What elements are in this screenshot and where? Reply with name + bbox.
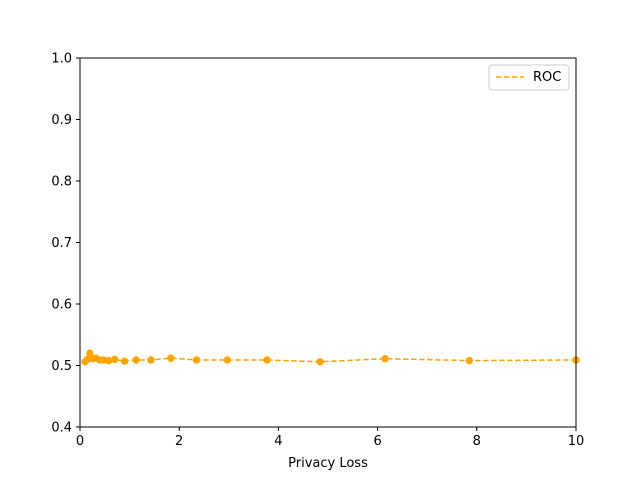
x-tick-label: 2 xyxy=(175,434,183,449)
data-point xyxy=(192,356,201,364)
data-point xyxy=(381,355,389,363)
y-tick-label: 0.7 xyxy=(51,236,72,251)
data-point xyxy=(167,354,175,362)
data-point xyxy=(111,355,119,364)
x-axis-label: Privacy Loss xyxy=(288,456,368,471)
x-tick-label: 0 xyxy=(76,434,84,449)
data-point xyxy=(223,356,232,364)
data-point xyxy=(132,356,140,364)
y-tick-label: 0.9 xyxy=(51,113,72,128)
legend-box xyxy=(488,64,570,91)
x-tick-label: 4 xyxy=(274,434,282,449)
legend: ROC xyxy=(488,64,570,91)
x-tick-label: 8 xyxy=(473,434,481,449)
x-axis: 0 2 4 6 8 10 xyxy=(76,427,584,449)
data-point xyxy=(120,357,129,365)
legend-label: ROC xyxy=(533,70,561,85)
data-point xyxy=(147,356,155,364)
data-point xyxy=(465,356,474,365)
data-point xyxy=(105,356,113,365)
x-tick-label: 10 xyxy=(568,434,585,449)
series-layer xyxy=(81,349,580,366)
y-tick-label: 0.6 xyxy=(51,298,72,313)
y-tick-label: 0.5 xyxy=(51,359,72,374)
y-axis: 0.4 0.5 0.6 0.7 0.8 0.9 1.0 xyxy=(51,52,80,436)
y-tick-label: 0.4 xyxy=(51,421,72,436)
data-point xyxy=(263,356,271,364)
data-point xyxy=(316,358,324,366)
y-tick-label: 1.0 xyxy=(51,52,72,67)
plot-area xyxy=(80,58,576,427)
x-tick-label: 6 xyxy=(373,434,381,449)
y-tick-label: 0.8 xyxy=(51,175,72,190)
